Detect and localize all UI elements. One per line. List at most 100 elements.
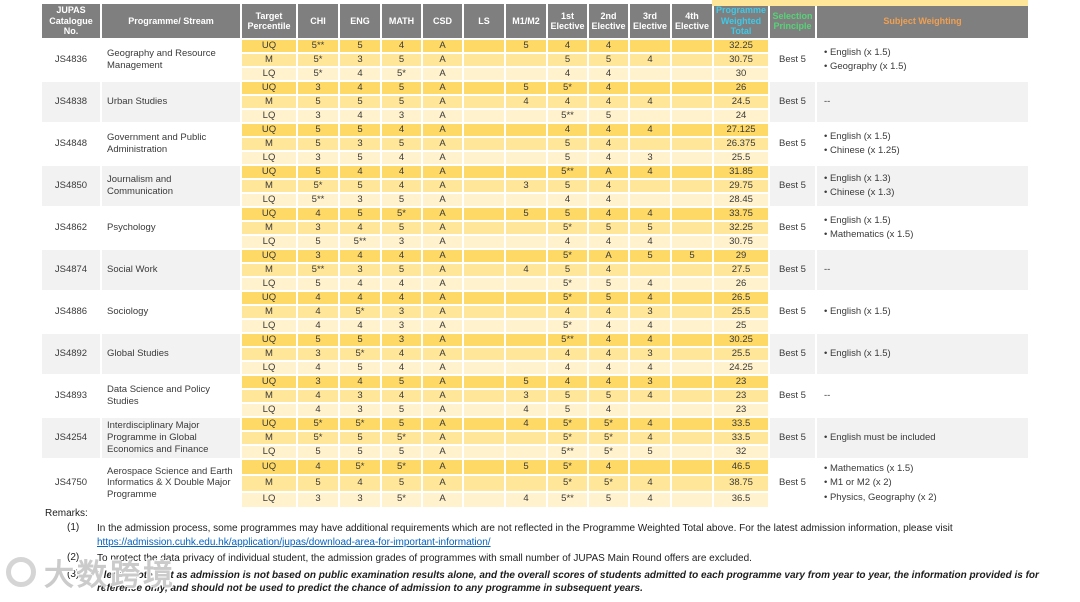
grade-cell-eng: 3 xyxy=(340,390,380,402)
grade-cell-percentile: UQ xyxy=(242,418,296,430)
grade-cell-m1m2: 5 xyxy=(506,82,546,94)
grade-cell-csd: A xyxy=(423,96,462,108)
table-row-js4254-m: M 5* 5 5* A 5* 5* 4 33.5 xyxy=(42,432,1028,444)
grade-cell-elective1: 4 xyxy=(548,348,587,360)
grade-cell-eng: 3 xyxy=(340,264,380,276)
grade-cell-ls xyxy=(464,492,504,507)
grade-cell-chi: 4 xyxy=(298,362,338,374)
grade-cell-m1m2: 3 xyxy=(506,180,546,192)
grade-cell-chi: 4 xyxy=(298,390,338,402)
grade-cell-eng: 4 xyxy=(340,68,380,80)
grade-cell-elective4 xyxy=(672,278,712,290)
grade-cell-ls xyxy=(464,194,504,206)
grade-cell-weighted-total: 28.45 xyxy=(714,194,768,206)
grade-cell-math: 5 xyxy=(382,138,421,150)
grade-cell-eng: 5 xyxy=(340,334,380,346)
grade-cell-ls xyxy=(464,82,504,94)
programme-name: Social Work xyxy=(102,250,240,290)
grade-cell-m1m2 xyxy=(506,138,546,150)
grade-cell-weighted-total: 32 xyxy=(714,446,768,458)
grade-cell-weighted-total: 33.5 xyxy=(714,432,768,444)
table-row-js4893-uq: JS4893 Data Science and Policy Studies UQ 3… xyxy=(42,376,1028,416)
grade-cell-weighted-total: 30.25 xyxy=(714,334,768,346)
grade-cell-percentile: M xyxy=(242,348,296,360)
grade-cell-chi: 3 xyxy=(298,110,338,122)
grade-cell-elective2: 5 xyxy=(589,222,628,234)
programme-name: Geography and Resource Management xyxy=(102,40,240,80)
grade-cell-elective1: 5** xyxy=(548,110,587,122)
grade-cell-percentile: UQ xyxy=(242,250,296,262)
grade-cell-m1m2 xyxy=(506,320,546,332)
grade-cell-m1m2 xyxy=(506,476,546,491)
grade-cell-elective3 xyxy=(630,404,670,416)
grade-cell-elective3: 4 xyxy=(630,208,670,220)
grade-cell-elective1: 5* xyxy=(548,278,587,290)
table-row-js4886-uq: JS4886 Sociology UQ 4 4 4 A 5* 5 4 26.5 Best 5 • Eng… xyxy=(42,292,1028,332)
table-row-js4850-uq: JS4850 Journalism and Communication UQ 5 4 4 A… xyxy=(42,166,1028,206)
grade-cell-chi: 3 xyxy=(298,376,338,388)
grade-cell-weighted-total: 30.75 xyxy=(714,54,768,66)
grade-cell-weighted-total: 25.5 xyxy=(714,348,768,360)
programme-code: JS4893 xyxy=(42,376,100,416)
grade-cell-elective4 xyxy=(672,222,712,234)
grade-cell-eng: 4 xyxy=(340,82,380,94)
grade-cell-math: 4 xyxy=(382,278,421,290)
grade-cell-m1m2 xyxy=(506,166,546,178)
grade-cell-percentile: M xyxy=(242,390,296,402)
grade-cell-ls xyxy=(464,278,504,290)
grade-cell-elective3: 5 xyxy=(630,446,670,458)
grade-cell-percentile: M xyxy=(242,222,296,234)
grade-cell-math: 4 xyxy=(382,166,421,178)
grade-cell-math: 4 xyxy=(382,40,421,52)
admission-info-link[interactable]: https://admission.cuhk.edu.hk/applicatio… xyxy=(97,536,491,548)
grade-cell-ls xyxy=(464,250,504,262)
selection-principle: Best 5 xyxy=(770,418,815,458)
grade-cell-csd: A xyxy=(423,376,462,388)
grade-cell-math: 5* xyxy=(382,460,421,475)
grade-cell-percentile: M xyxy=(242,96,296,108)
grade-cell-ls xyxy=(464,320,504,332)
grade-cell-elective4: 5 xyxy=(672,250,712,262)
grade-cell-chi: 5** xyxy=(298,264,338,276)
grade-cell-elective1: 5 xyxy=(548,404,587,416)
grade-cell-elective3 xyxy=(630,138,670,150)
table-row-js4848-uq: JS4848 Government and Public Administrati… xyxy=(42,124,1028,164)
table-row-js4850-m: M 5* 5 4 A 3 5 4 29.75 xyxy=(42,180,1028,192)
grade-cell-percentile: LQ xyxy=(242,278,296,290)
grade-cell-chi: 5 xyxy=(298,476,338,491)
grade-cell-percentile: UQ xyxy=(242,40,296,52)
grade-cell-weighted-total: 30 xyxy=(714,68,768,80)
grade-cell-elective2: 4 xyxy=(589,68,628,80)
grade-cell-elective2: 4 xyxy=(589,194,628,206)
grade-cell-elective2: 5* xyxy=(589,476,628,491)
column-header-1st-elective: 1st Elective xyxy=(548,4,587,38)
grade-cell-m1m2 xyxy=(506,194,546,206)
grade-cell-chi: 5* xyxy=(298,432,338,444)
grade-cell-ls xyxy=(464,446,504,458)
grade-cell-elective1: 5 xyxy=(548,54,587,66)
grade-cell-chi: 5** xyxy=(298,194,338,206)
grade-cell-weighted-total: 27.5 xyxy=(714,264,768,276)
grade-cell-csd: A xyxy=(423,54,462,66)
grade-cell-elective2: 4 xyxy=(589,306,628,318)
grade-cell-weighted-total: 32.25 xyxy=(714,40,768,52)
grade-cell-percentile: M xyxy=(242,476,296,491)
grade-cell-elective4 xyxy=(672,492,712,507)
selection-principle: Best 5 xyxy=(770,376,815,416)
subject-weighting: • English (x 1.3) • Chinese (x 1.3) xyxy=(817,166,1028,206)
subject-weighting-item: • English (x 1.5) xyxy=(824,214,891,226)
grade-cell-m1m2 xyxy=(506,292,546,304)
grade-cell-elective4 xyxy=(672,54,712,66)
grade-cell-csd: A xyxy=(423,446,462,458)
grade-cell-eng: 4 xyxy=(340,166,380,178)
grade-cell-percentile: LQ xyxy=(242,152,296,164)
grade-cell-elective3: 4 xyxy=(630,492,670,507)
table-row-js4892-uq: JS4892 Global Studies UQ 5 5 3 A 5** 4 4 30.25 Best… xyxy=(42,334,1028,374)
grade-cell-weighted-total: 29 xyxy=(714,250,768,262)
column-header-2nd-elective: 2nd Elective xyxy=(589,4,628,38)
table-row-js4874-uq: JS4874 Social Work UQ 3 4 4 A 5* A 5 5 29 Best 5 -- xyxy=(42,250,1028,290)
grade-cell-elective1: 5* xyxy=(548,418,587,430)
grade-cell-chi: 5 xyxy=(298,236,338,248)
selection-principle: Best 5 xyxy=(770,82,815,122)
grade-cell-weighted-total: 38.75 xyxy=(714,476,768,491)
